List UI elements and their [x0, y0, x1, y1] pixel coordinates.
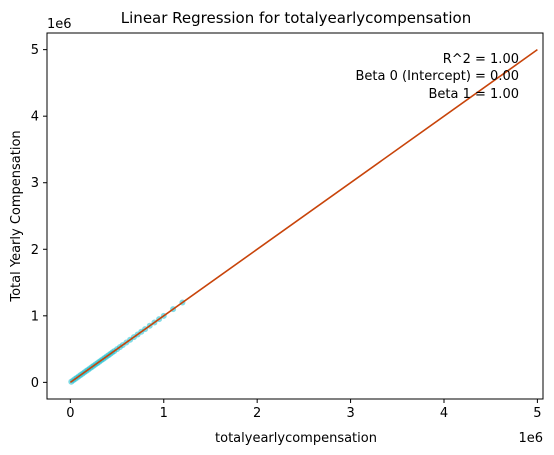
x-tick-label-2: 2 [253, 406, 261, 421]
y-axis-ticks: 0 1 2 3 4 5 [31, 43, 47, 391]
annotation-beta1: Beta 1 = 1.00 [429, 87, 520, 102]
y-tick-label-2: 2 [31, 243, 39, 258]
plot-area [68, 48, 538, 385]
x-axis-ticks: 0 1 2 3 4 5 [66, 399, 542, 421]
y-tick-label-1: 1 [31, 309, 39, 324]
y-tick-label-3: 3 [31, 176, 39, 191]
y-tick-label-0: 0 [31, 376, 39, 391]
chart-title: Linear Regression for totalyearlycompens… [121, 9, 471, 27]
x-offset-label: 1e6 [518, 431, 543, 446]
y-offset-label: 1e6 [47, 17, 72, 32]
x-axis-label: totalyearlycompensation [215, 431, 377, 446]
x-tick-label-1: 1 [160, 406, 168, 421]
annotation-r2: R^2 = 1.00 [443, 52, 519, 67]
x-tick-label-0: 0 [66, 406, 74, 421]
y-tick-label-5: 5 [31, 43, 39, 58]
x-tick-label-5: 5 [533, 406, 541, 421]
x-tick-label-4: 4 [440, 406, 448, 421]
x-tick-label-3: 3 [346, 406, 354, 421]
y-axis-label: Total Yearly Compensation [9, 130, 24, 302]
y-tick-label-4: 4 [31, 110, 39, 125]
annotation-beta0: Beta 0 (Intercept) = 0.00 [356, 69, 519, 84]
regression-line [69, 48, 538, 384]
plot-frame [46, 32, 544, 400]
